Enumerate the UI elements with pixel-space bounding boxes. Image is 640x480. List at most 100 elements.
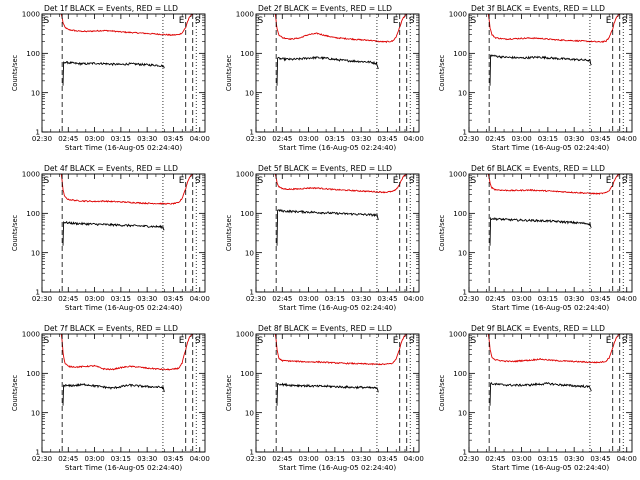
marker-label: E <box>179 16 185 26</box>
lld-series-line <box>487 14 620 43</box>
y-axis-label: Counts/sec <box>225 214 233 251</box>
x-tick-label: 03:30 <box>137 295 157 303</box>
y-tick-label: 10 <box>31 408 41 417</box>
x-axis-label: Start Time (16-Aug-05 02:24:40) <box>279 143 396 152</box>
y-tick-label: 10 <box>458 408 468 417</box>
lld-series-line <box>60 14 193 36</box>
y-tick-label: 10 <box>245 88 255 97</box>
marker-label: E <box>179 336 185 346</box>
plot-area <box>487 174 620 246</box>
y-tick-label: 1 <box>249 448 254 457</box>
x-tick-label: 03:45 <box>590 455 610 463</box>
x-tick-label: 03:15 <box>325 455 345 463</box>
x-tick-label: 03:30 <box>137 455 157 463</box>
panel-title: Det 9f BLACK = Events, RED = LLD <box>471 324 605 333</box>
marker-label: S <box>622 176 628 186</box>
x-tick-label: 04:00 <box>404 135 424 143</box>
marker-label: S <box>409 336 415 346</box>
panel-title: Det 3f BLACK = Events, RED = LLD <box>471 4 605 13</box>
x-axis-label: Start Time (16-Aug-05 02:24:40) <box>65 463 182 472</box>
x-tick-label: 03:30 <box>564 295 584 303</box>
marker-label: S <box>258 16 264 26</box>
y-tick-label: 100 <box>26 49 40 58</box>
y-tick-label: 1000 <box>449 330 468 339</box>
x-tick-label: 03:45 <box>377 455 397 463</box>
x-axis-label: Start Time (16-Aug-05 02:24:40) <box>492 303 609 312</box>
y-tick-label: 100 <box>453 49 467 58</box>
marker-label: S <box>258 336 264 346</box>
x-tick-label: 02:45 <box>58 135 78 143</box>
x-tick-label: 04:00 <box>404 455 424 463</box>
axes-frame <box>468 333 633 453</box>
x-tick-label: 02:30 <box>459 295 479 303</box>
y-tick-label: 100 <box>26 209 40 218</box>
x-tick-label: 03:30 <box>564 455 584 463</box>
x-tick-label: 02:45 <box>485 295 505 303</box>
marker-label: S <box>44 16 50 26</box>
lld-series-line <box>60 334 193 371</box>
x-tick-label: 03:45 <box>163 455 183 463</box>
y-tick-label: 100 <box>453 209 467 218</box>
marker-label: S <box>44 176 50 186</box>
x-tick-label: 02:45 <box>485 455 505 463</box>
axes-frame <box>255 333 420 453</box>
y-axis-label: Counts/sec <box>11 374 19 411</box>
events-series-line <box>276 55 379 86</box>
x-axis-label: Start Time (16-Aug-05 02:24:40) <box>492 463 609 472</box>
y-tick-label: 10 <box>458 248 468 257</box>
y-axis-label: Counts/sec <box>438 374 446 411</box>
marker-label: S <box>471 176 477 186</box>
x-tick-label: 03:45 <box>163 135 183 143</box>
x-tick-label: 02:30 <box>246 455 266 463</box>
axes-frame <box>468 13 633 133</box>
lld-series-line <box>274 334 407 366</box>
x-tick-label: 03:00 <box>84 455 104 463</box>
x-tick-label: 03:15 <box>538 295 558 303</box>
y-tick-label: 10 <box>31 248 41 257</box>
x-tick-label: 03:45 <box>377 295 397 303</box>
x-tick-label: 02:45 <box>58 455 78 463</box>
y-tick-label: 100 <box>240 49 254 58</box>
x-tick-label: 04:00 <box>617 455 637 463</box>
y-tick-label: 1000 <box>236 10 255 19</box>
x-tick-label: 03:00 <box>298 455 318 463</box>
x-tick-label: 03:45 <box>590 295 610 303</box>
x-tick-label: 03:00 <box>84 135 104 143</box>
plot-area <box>274 14 407 86</box>
x-axis-label: Start Time (16-Aug-05 02:24:40) <box>65 303 182 312</box>
events-series-line <box>62 61 165 86</box>
events-series-line <box>62 220 165 246</box>
x-tick-label: 02:45 <box>272 455 292 463</box>
lld-series-line <box>60 174 193 206</box>
plot-area <box>60 334 193 406</box>
events-series-line <box>489 216 592 246</box>
y-tick-label: 1000 <box>22 170 41 179</box>
x-axis-label: Start Time (16-Aug-05 02:24:40) <box>279 303 396 312</box>
marker-label: S <box>195 176 201 186</box>
marker-label: E <box>393 336 399 346</box>
x-tick-label: 03:15 <box>325 295 345 303</box>
y-axis-label: Counts/sec <box>225 54 233 91</box>
marker-label: E <box>606 176 612 186</box>
y-tick-label: 1000 <box>236 330 255 339</box>
panel-title: Det 7f BLACK = Events, RED = LLD <box>44 324 178 333</box>
x-tick-label: 03:00 <box>84 295 104 303</box>
y-axis-label: Counts/sec <box>225 374 233 411</box>
x-axis-label: Start Time (16-Aug-05 02:24:40) <box>279 463 396 472</box>
marker-label: S <box>195 16 201 26</box>
x-tick-label: 02:45 <box>272 295 292 303</box>
y-axis-label: Counts/sec <box>11 54 19 91</box>
x-axis-label: Start Time (16-Aug-05 02:24:40) <box>492 143 609 152</box>
x-axis-label: Start Time (16-Aug-05 02:24:40) <box>65 143 182 152</box>
panel-title: Det 5f BLACK = Events, RED = LLD <box>258 164 392 173</box>
x-tick-label: 03:30 <box>137 135 157 143</box>
marker-label: S <box>471 336 477 346</box>
